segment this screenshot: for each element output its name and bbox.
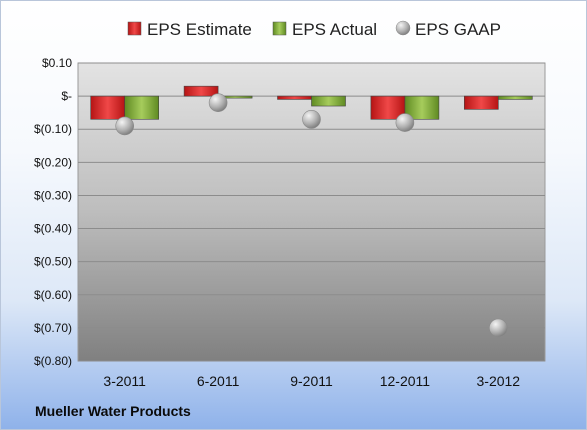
legend-swatch-eps-gaap [395, 20, 411, 36]
y-tick-label: $- [61, 89, 72, 103]
y-tick-label: $(0.80) [34, 354, 72, 368]
marker-eps-gaap-3-2012 [488, 318, 508, 338]
marker-eps-gaap-12-2011 [395, 113, 415, 132]
y-tick-label: $(0.60) [34, 288, 72, 302]
y-tick-label: $0.10 [42, 56, 72, 70]
bar-eps-actual-3-2012 [497, 95, 533, 100]
y-axis-ticks: $0.10 $- $(0.10) $(0.20) $(0.30) $(0.40) $(0.5… [34, 56, 72, 368]
bar-eps-actual-3-2011 [124, 95, 159, 120]
y-tick-label: $(0.50) [34, 255, 72, 269]
y-tick-label: $(0.20) [34, 155, 72, 169]
y-tick-label: $(0.40) [34, 222, 72, 236]
x-category-label: 6-2011 [197, 373, 240, 389]
x-category-label: 9-2011 [290, 373, 333, 389]
x-category-label: 3-2012 [477, 373, 521, 389]
marker-eps-gaap-3-2011 [115, 116, 134, 136]
legend-swatch-eps-actual [272, 21, 287, 36]
bar-eps-estimate-3-2011 [90, 95, 125, 120]
company-name: Mueller Water Products [35, 403, 191, 419]
bar-eps-estimate-3-2012 [463, 95, 499, 110]
x-category-label: 3-2011 [103, 373, 146, 389]
bar-eps-estimate-6-2011 [183, 85, 219, 97]
bar-eps-actual-9-2011 [311, 95, 346, 107]
bars [90, 85, 533, 120]
y-tick-label: $(0.10) [34, 122, 72, 136]
legend-swatch-eps-estimate [127, 21, 142, 36]
x-axis-categories: 3-2011 6-2011 9-2011 12-2011 3-2012 [103, 373, 520, 389]
legend-label-eps-actual: EPS Actual [292, 20, 377, 39]
bar-eps-estimate-9-2011 [277, 95, 312, 100]
y-tick-label: $(0.70) [34, 321, 72, 335]
bar-eps-actual-12-2011 [404, 95, 440, 120]
legend-label-eps-gaap: EPS GAAP [415, 20, 501, 39]
legend: EPS Estimate EPS Actual EPS GAAP [127, 20, 501, 39]
marker-eps-gaap-6-2011 [208, 93, 228, 113]
gaap-markers [115, 93, 508, 338]
legend-label-eps-estimate: EPS Estimate [147, 20, 252, 39]
y-tick-label: $(0.30) [34, 188, 72, 202]
x-category-label: 12-2011 [380, 373, 431, 389]
marker-eps-gaap-9-2011 [302, 109, 321, 129]
